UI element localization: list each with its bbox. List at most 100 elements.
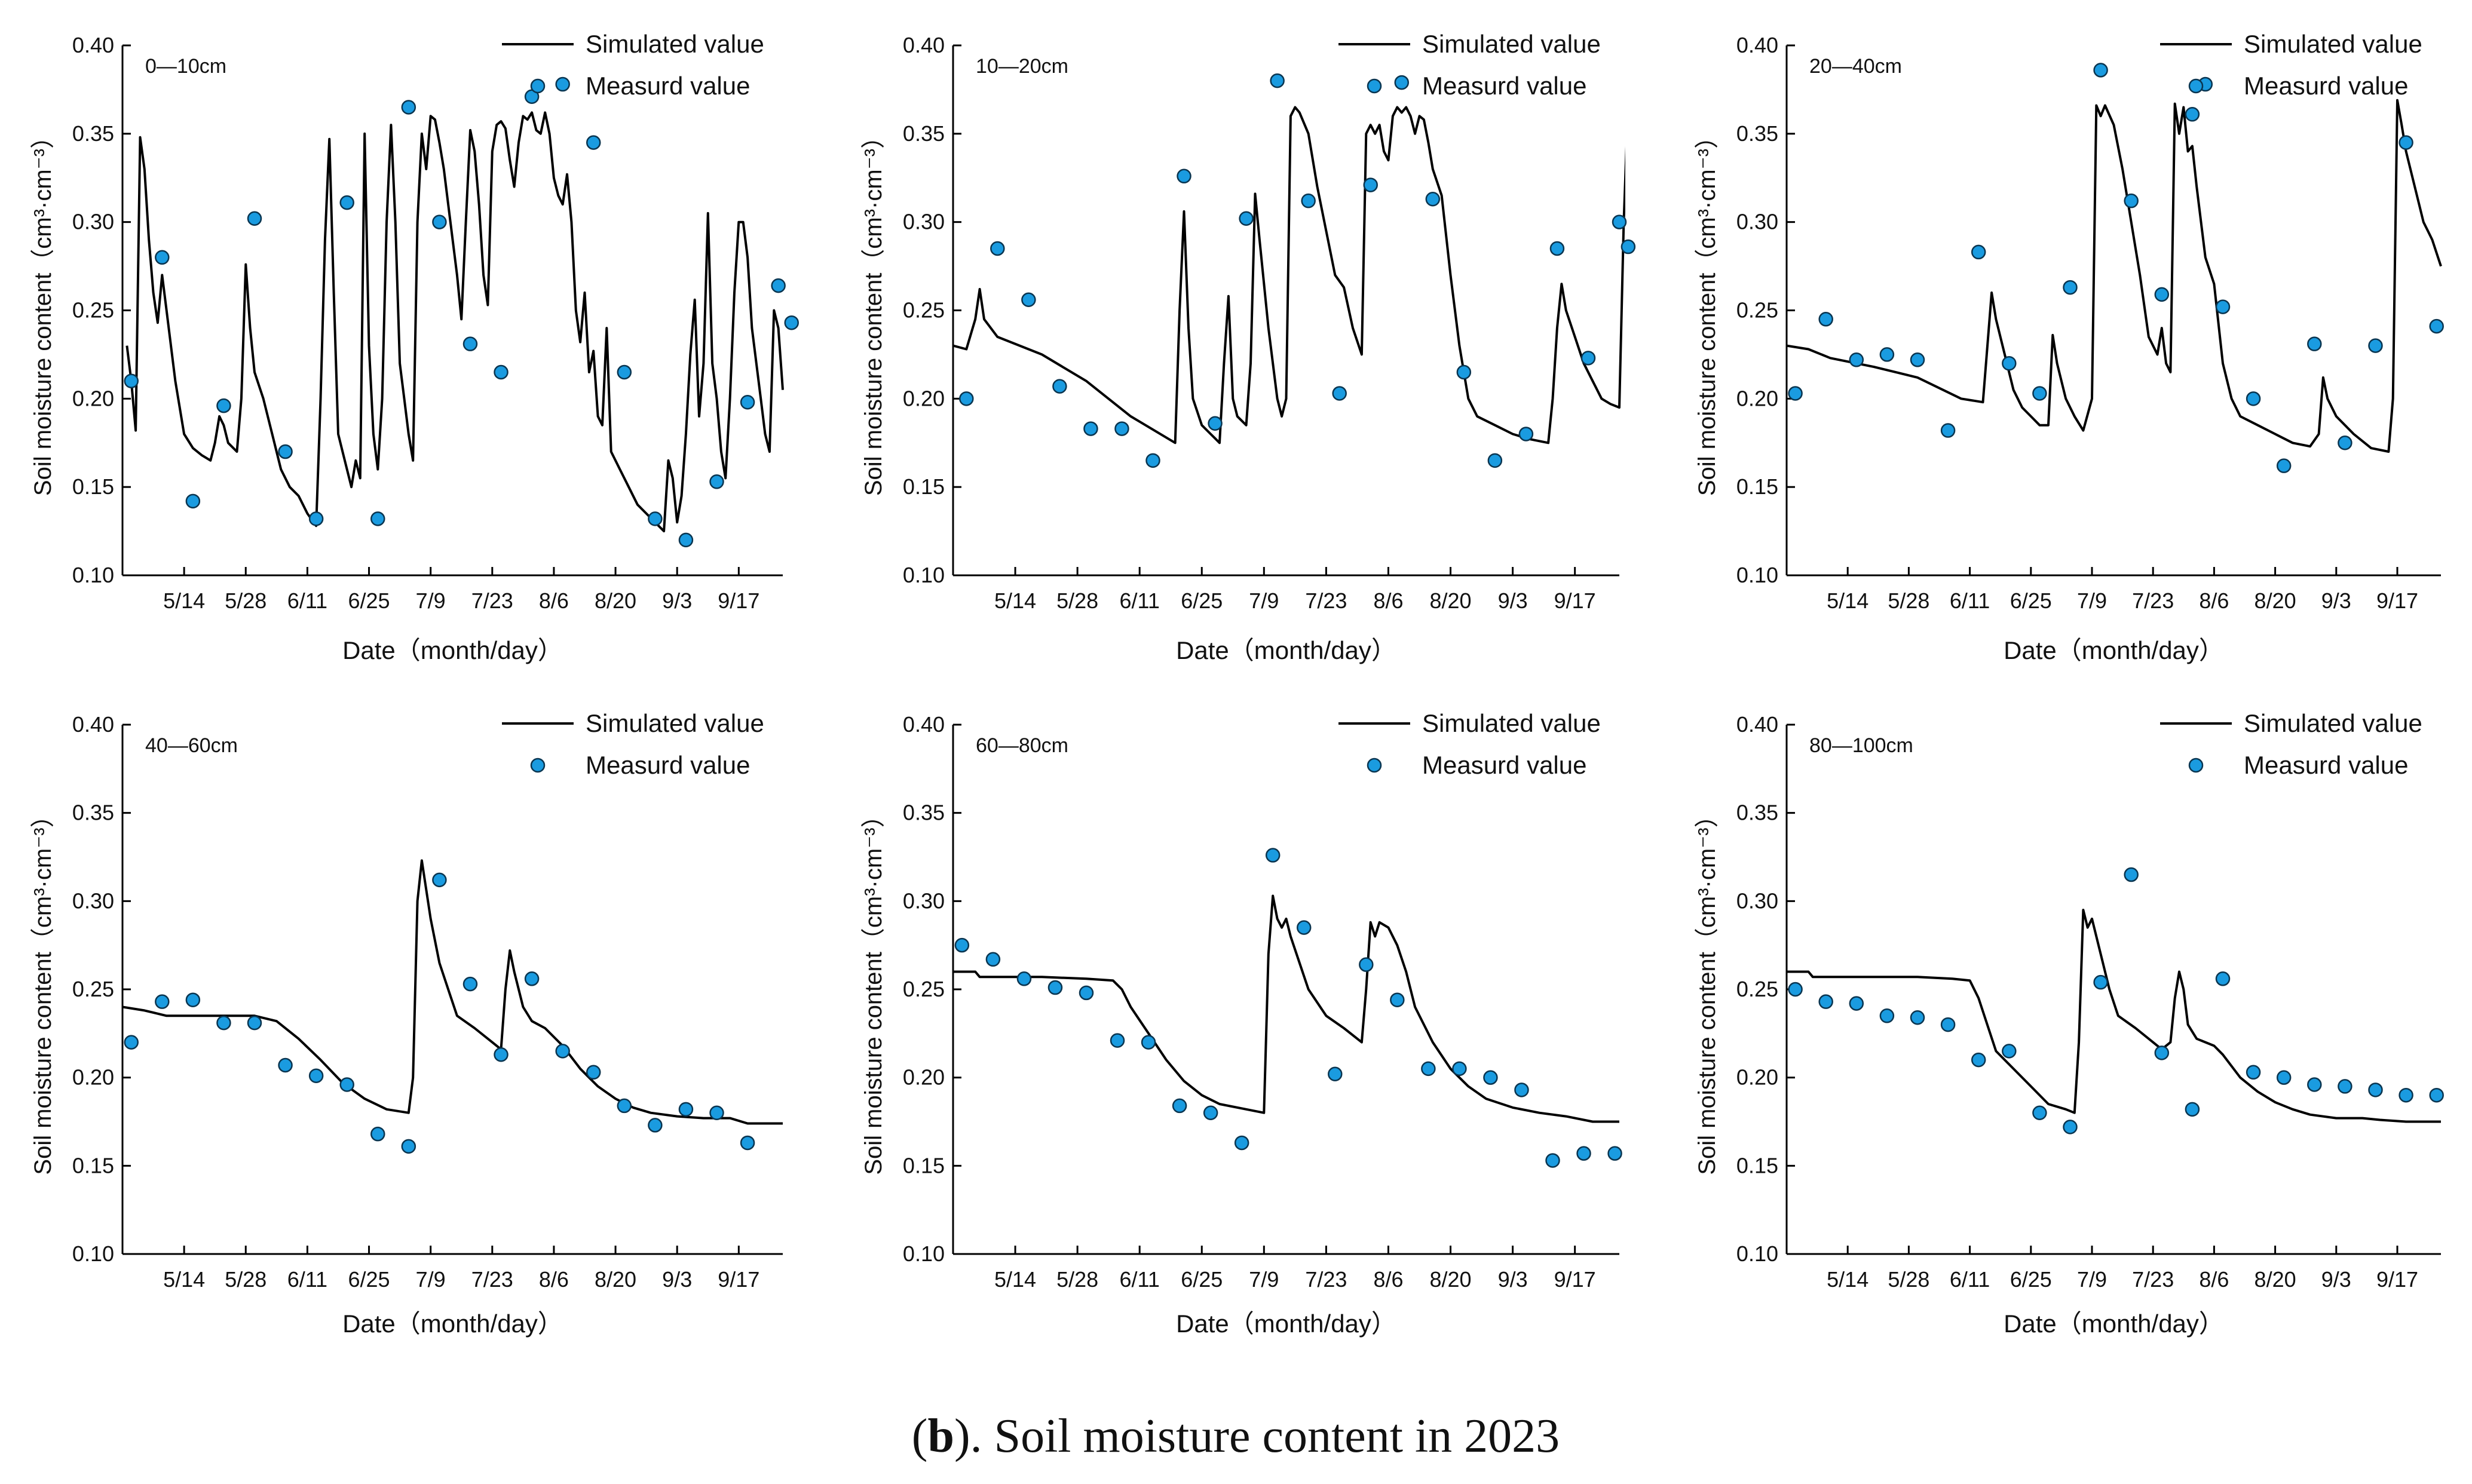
measured-point <box>709 474 724 489</box>
legend-measured-label: Measurd value <box>1422 751 1586 779</box>
measured-point <box>740 1135 755 1151</box>
simulated-series-line <box>122 859 783 1125</box>
y-tick-label: 0.15 <box>1736 1153 1778 1178</box>
x-axis-label: Date（month/day） <box>1176 1310 1396 1338</box>
legend-measured-label: Measurd value <box>2244 72 2408 100</box>
x-tick-label: 6/25 <box>348 588 390 613</box>
chart-panel-4: 0.10 0.15 0.20 0.25 0.30 0.35 0.40 5/14 5/28 6/11… <box>30 709 783 1338</box>
measured-point <box>1971 244 1986 260</box>
measured-point <box>990 241 1005 256</box>
measured-point <box>586 135 601 150</box>
measured-point <box>2215 971 2231 986</box>
y-tick-label: 0.10 <box>72 563 114 587</box>
x-tick-label: 6/11 <box>1950 588 1990 613</box>
measured-point <box>1301 193 1316 209</box>
x-tick-label: 8/20 <box>1429 1267 1471 1292</box>
x-tick-label: 6/25 <box>1181 588 1223 613</box>
x-tick-label: 6/25 <box>1181 1267 1223 1292</box>
measured-point <box>2185 1102 2200 1117</box>
x-tick-label: 8/6 <box>2199 1267 2229 1292</box>
x-tick-label: 7/23 <box>2132 1267 2174 1292</box>
measured-point <box>216 1015 231 1031</box>
panel-depth-label: 0—10cm <box>145 55 226 78</box>
y-tick-label: 0.25 <box>72 977 114 1001</box>
y-tick-label: 0.30 <box>903 210 945 234</box>
x-tick-label: 9/17 <box>2376 1267 2418 1292</box>
measured-point <box>2063 280 2078 295</box>
measured-point <box>1621 239 1636 255</box>
x-tick-label: 5/14 <box>1827 588 1868 613</box>
y-tick-label: 0.20 <box>903 1065 945 1090</box>
measured-point <box>771 278 786 293</box>
panel-depth-label: 20—40cm <box>1809 55 1902 78</box>
measured-point <box>2063 1120 2078 1135</box>
legend-marker-swatch <box>530 78 546 94</box>
measured-point <box>1021 292 1036 308</box>
y-tick-label: 0.35 <box>72 121 114 146</box>
measured-point <box>370 1126 385 1142</box>
y-tick-label: 0.35 <box>903 121 945 146</box>
measured-point <box>1332 386 1347 401</box>
measured-point <box>648 511 663 526</box>
x-tick-label: 8/20 <box>595 588 636 613</box>
x-tick-label: 7/9 <box>2077 1267 2107 1292</box>
x-tick-label: 6/25 <box>2010 588 2052 613</box>
x-tick-label: 8/6 <box>539 1267 569 1292</box>
measured-point <box>2002 1044 2017 1059</box>
measured-point <box>1177 168 1191 184</box>
measured-point <box>709 1105 724 1120</box>
caption-label: b <box>927 1410 954 1462</box>
measured-point <box>401 1139 416 1154</box>
x-tick-label: 9/3 <box>662 1267 692 1292</box>
y-tick-label: 0.30 <box>1736 210 1778 234</box>
measured-point <box>1141 1035 1156 1050</box>
measured-point <box>1518 427 1534 441</box>
x-tick-label: 5/14 <box>994 1267 1036 1292</box>
x-tick-label: 7/23 <box>2132 588 2174 613</box>
measured-point <box>2246 1065 2261 1080</box>
y-axis-label: Soil moisture content（cm³·cm⁻³） <box>860 125 887 496</box>
measured-point <box>1359 957 1374 972</box>
x-axis-label: Date（month/day） <box>342 636 563 664</box>
x-tick-label: 5/14 <box>994 588 1036 613</box>
y-tick-label: 0.25 <box>72 298 114 323</box>
y-tick-label: 0.15 <box>1736 474 1778 499</box>
measured-point <box>586 1065 601 1080</box>
legend-measured-label: Measurd value <box>2244 751 2408 779</box>
measured-point <box>494 1047 509 1062</box>
measured-point <box>2246 391 2261 406</box>
measured-point <box>278 1057 293 1073</box>
measured-point <box>1607 1146 1622 1161</box>
x-tick-label: 6/11 <box>287 588 327 613</box>
x-tick-label: 9/3 <box>1498 1267 1528 1292</box>
simulated-series-line <box>1787 99 2442 453</box>
measured-point <box>1971 1052 1986 1068</box>
x-tick-label: 5/14 <box>163 1267 205 1292</box>
measured-point <box>1425 191 1441 207</box>
measured-point <box>216 398 231 413</box>
measured-point <box>1234 1135 1249 1151</box>
measured-point <box>370 511 385 526</box>
x-tick-label: 5/28 <box>1888 588 1929 613</box>
legend-measured-label: Measurd value <box>1422 72 1586 100</box>
y-tick-label: 0.25 <box>1736 298 1778 323</box>
measured-point <box>2124 867 2139 882</box>
x-tick-label: 8/6 <box>539 588 569 613</box>
x-tick-label: 9/3 <box>2321 1267 2351 1292</box>
measured-point <box>2307 1077 2322 1092</box>
x-tick-label: 5/28 <box>1056 1267 1098 1292</box>
y-tick-label: 0.15 <box>903 474 945 499</box>
y-tick-label: 0.15 <box>903 1153 945 1178</box>
legend-marker-swatch <box>530 758 546 773</box>
x-tick-label: 9/3 <box>1498 588 1528 613</box>
x-tick-label: 5/14 <box>163 588 205 613</box>
y-tick-label: 0.20 <box>903 386 945 410</box>
y-tick-label: 0.15 <box>72 474 114 499</box>
measured-point <box>2154 287 2170 302</box>
y-tick-label: 0.25 <box>903 977 945 1001</box>
measured-point <box>1265 848 1281 863</box>
measured-point <box>2093 63 2108 78</box>
measured-point <box>247 211 262 226</box>
x-tick-label: 6/11 <box>1950 1267 1990 1292</box>
